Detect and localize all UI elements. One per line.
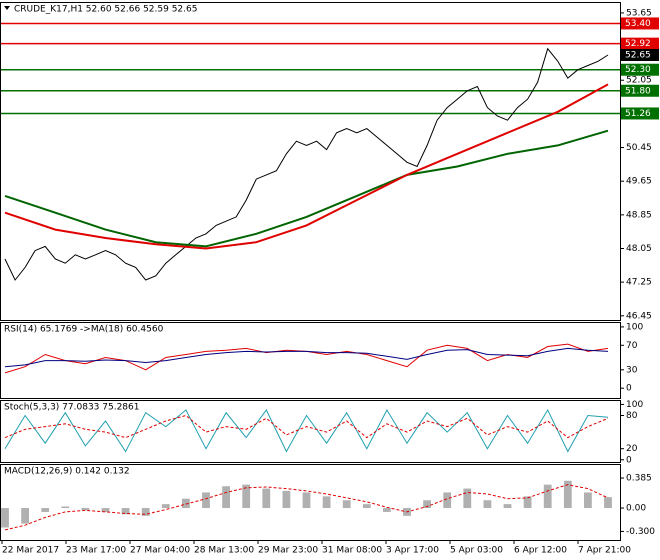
macd-bar — [282, 490, 291, 509]
x-tick-label: 3 Apr 17:00 — [386, 546, 439, 556]
x-tick-label: 28 Mar 13:00 — [194, 546, 254, 556]
macd-bar — [222, 486, 230, 509]
x-tick-label: 23 Mar 17:00 — [66, 546, 126, 556]
macd-bar — [101, 508, 110, 512]
macd-bar — [21, 508, 29, 524]
level-tag — [621, 37, 659, 50]
x-tick-label: 27 Mar 04:00 — [130, 546, 190, 556]
x-tick-label: 6 Apr 12:00 — [514, 546, 567, 556]
y-tick-label: 0 — [626, 384, 632, 394]
level-label: 53.40 — [625, 19, 651, 29]
y-tick-label: 47.25 — [626, 278, 652, 288]
panel-frame — [0, 2, 621, 321]
y-tick-label: 100 — [626, 322, 643, 332]
macd-bar — [342, 500, 351, 509]
macd-bar — [503, 504, 512, 509]
level-tag — [621, 17, 659, 30]
series-line — [4, 83, 609, 250]
macd-bar — [383, 508, 391, 512]
y-tick-label: 46.45 — [626, 311, 652, 321]
macd-bar — [584, 492, 592, 509]
x-tick-label: 7 Apr 21:00 — [578, 546, 631, 556]
macd-bar — [563, 480, 572, 509]
macd-bar — [483, 500, 492, 509]
macd-bar — [362, 504, 371, 509]
macd-bar — [423, 500, 431, 509]
panel-frame — [0, 400, 621, 463]
level-label: 51.80 — [625, 86, 651, 96]
series-line — [4, 47, 609, 281]
macd-bar — [262, 488, 271, 509]
level-label: 52.30 — [625, 65, 651, 75]
level-tag — [621, 84, 659, 97]
y-tick-label: 0 — [626, 455, 632, 465]
macd-bar — [604, 497, 612, 509]
y-tick-label: 50.45 — [626, 143, 652, 153]
macd-bar — [322, 496, 331, 509]
y-tick-label: 52.05 — [626, 76, 652, 86]
level-label: 52.92 — [625, 39, 651, 49]
last-price-label: 52.65 — [625, 51, 651, 61]
y-tick-label: 100 — [626, 400, 643, 410]
panel-frame — [0, 322, 621, 399]
macd-bar — [81, 508, 90, 511]
macd-bar — [141, 508, 150, 516]
y-tick-label: 0.00 — [626, 504, 646, 514]
level-label: 51.26 — [625, 109, 651, 119]
y-tick-label: 48.05 — [626, 244, 652, 254]
panel-frame — [0, 464, 621, 541]
y-tick-label: 53.65 — [626, 8, 652, 18]
x-tick-label: 29 Mar 23:00 — [258, 546, 318, 556]
y-tick-label: 48.85 — [626, 210, 652, 220]
series-line — [4, 129, 609, 248]
macd-bar — [543, 484, 552, 509]
macd-bar — [202, 492, 210, 509]
panel-title: RSI(14) 65.1769 ->MA(18) 60.4560 — [4, 325, 164, 335]
x-tick-label: 22 Mar 2017 — [2, 546, 59, 556]
macd-bar — [1, 508, 9, 528]
y-tick-label: 0.385 — [626, 474, 652, 484]
x-tick-label: 5 Apr 03:00 — [450, 546, 503, 556]
macd-bar — [443, 492, 452, 509]
series-line — [4, 408, 609, 453]
y-tick-label: 80 — [626, 411, 638, 421]
macd-bar — [182, 498, 190, 509]
level-tag — [621, 107, 659, 120]
macd-bar — [463, 488, 472, 509]
macd-bar — [121, 508, 130, 515]
panel-title: Stoch(5,3,3) 77.0833 75.2861 — [4, 403, 139, 413]
y-tick-label: 49.65 — [626, 177, 652, 187]
series-line — [4, 414, 609, 439]
macd-bar — [302, 492, 311, 509]
last-price-tag — [621, 49, 659, 61]
macd-bar — [161, 504, 170, 509]
y-tick-label: 30 — [626, 365, 638, 375]
series-line — [4, 484, 609, 531]
macd-bar — [61, 506, 70, 509]
series-line — [4, 347, 609, 368]
panel-title: MACD(12,26,9) 0.142 0.132 — [4, 467, 130, 477]
macd-bar — [242, 484, 251, 509]
menu-arrow — [4, 6, 10, 10]
macd-bar — [41, 508, 50, 512]
level-tag — [621, 63, 659, 76]
y-tick-label: -0.300 — [626, 527, 655, 537]
x-tick-label: 31 Mar 08:00 — [322, 546, 382, 556]
y-tick-label: 70 — [626, 341, 638, 351]
macd-bar — [523, 496, 532, 509]
y-tick-label: 20 — [626, 444, 638, 454]
panel-title: CRUDE_K17,H1 52.60 52.66 52.59 52.65 — [14, 5, 197, 15]
